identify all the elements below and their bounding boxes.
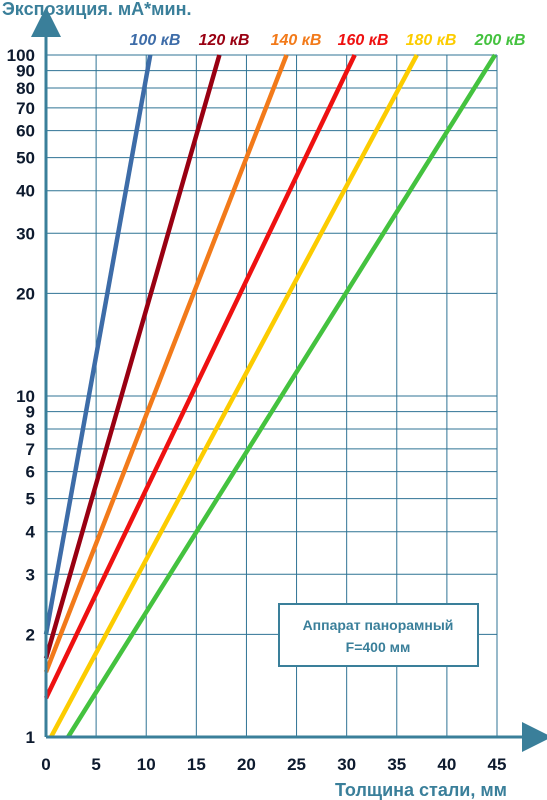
legend-entry: 180 кВ — [406, 32, 457, 49]
annotation-line-1: Аппарат панорамный — [303, 617, 454, 633]
y-tick-label: 70 — [16, 99, 35, 118]
legend-entry: 200 кВ — [474, 32, 526, 49]
y-tick-label: 40 — [16, 182, 35, 201]
y-tick-label: 6 — [26, 463, 35, 482]
legend-entry: 100 кВ — [130, 32, 181, 49]
annotation-line-2: F=400 мм — [346, 639, 411, 655]
series-line — [66, 53, 497, 739]
x-axis-label: Толщина стали, мм — [335, 780, 507, 800]
annotation-box: Аппарат панорамный F=400 мм — [278, 603, 479, 667]
x-tick-label: 40 — [437, 755, 456, 774]
series-lines — [43, 53, 497, 739]
x-tick-label: 5 — [91, 755, 100, 774]
series-line — [43, 54, 222, 660]
legend-entry: 120 кВ — [199, 32, 250, 49]
x-tick-label: 15 — [187, 755, 206, 774]
series-line — [43, 54, 153, 635]
y-tick-label: 60 — [16, 122, 35, 141]
x-tick-label: 45 — [488, 755, 507, 774]
series-line — [43, 54, 289, 673]
x-tick-label: 35 — [387, 755, 406, 774]
y-tick-label: 50 — [16, 149, 35, 168]
x-tick-labels: 0 5 10 15 20 25 30 35 40 45 — [41, 755, 506, 774]
x-tick-label: 20 — [237, 755, 256, 774]
y-tick-label: 100 — [7, 46, 35, 65]
y-tick-label: 30 — [16, 224, 35, 243]
y-tick-label: 3 — [26, 565, 35, 584]
y-tick-label: 2 — [26, 625, 35, 644]
legend-entry: 160 кВ — [338, 32, 389, 49]
y-tick-label: 10 — [16, 387, 35, 406]
x-tick-label: 10 — [137, 755, 156, 774]
y-tick-label: 5 — [26, 490, 35, 509]
y-tick-label: 90 — [16, 62, 35, 81]
y-tick-label: 9 — [26, 403, 35, 422]
legend-entry: 140 кВ — [271, 32, 322, 49]
legend: 100 кВ 120 кВ 140 кВ 160 кВ 180 кВ 200 кВ — [130, 32, 526, 49]
series-line — [43, 54, 357, 700]
y-tick-label: 4 — [26, 523, 36, 542]
x-tick-label: 25 — [287, 755, 306, 774]
y-axis-label: Экспозиция. мА*мин. — [2, 0, 191, 19]
series-line — [49, 53, 419, 739]
y-tick-label: 80 — [16, 79, 35, 98]
y-tick-label: 20 — [16, 284, 35, 303]
y-tick-label: 1 — [26, 728, 35, 747]
x-tick-label: 30 — [337, 755, 356, 774]
x-tick-label: 0 — [41, 755, 50, 774]
y-tick-label: 7 — [26, 440, 35, 459]
y-tick-label: 8 — [26, 420, 35, 439]
